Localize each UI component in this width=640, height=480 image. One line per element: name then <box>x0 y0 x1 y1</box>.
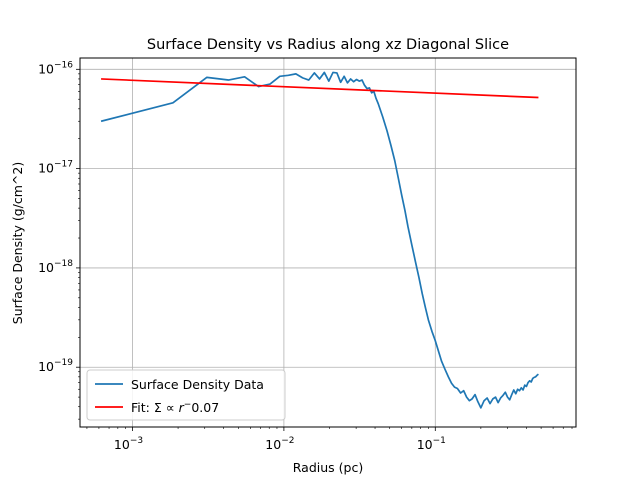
x-tick-labels: 10−3 10−2 10−1 <box>114 436 446 452</box>
y-axis-label: Surface Density (g/cm^2) <box>10 162 25 324</box>
grid-lines <box>80 58 576 427</box>
series-line-fit <box>101 78 539 99</box>
chart-title: Surface Density vs Radius along xz Diago… <box>147 37 509 53</box>
x-axis-label: Radius (pc) <box>293 460 363 475</box>
y-tick-label: 10−19 <box>38 358 73 374</box>
legend-box <box>86 369 286 421</box>
x-tick-base: 10 <box>114 437 130 452</box>
fit-label-sup: − <box>184 400 192 410</box>
x-tick-exponent: −2 <box>281 436 294 446</box>
x-tick-label: 10−2 <box>265 436 294 452</box>
fit-label-prefix: Fit: Σ ∝ <box>131 400 179 415</box>
fit-label-r: r <box>179 400 185 415</box>
legend-label-data: Surface Density Data <box>131 377 264 392</box>
y-tick-label: 10−16 <box>38 60 73 76</box>
y-tick-exponent: −18 <box>54 259 73 269</box>
y-tick-exponent: −19 <box>54 358 73 368</box>
legend-label-fit: Fit: Σ ∝ r−0.07 <box>131 400 219 415</box>
axis-ticks <box>76 68 573 431</box>
x-tick-label: 10−1 <box>417 436 446 452</box>
y-tick-label: 10−17 <box>38 160 73 176</box>
x-tick-base: 10 <box>265 437 281 452</box>
x-tick-label: 10−3 <box>114 436 143 452</box>
fit-label-suffix: 0.07 <box>191 400 219 415</box>
y-tick-exponent: −16 <box>54 60 73 70</box>
y-tick-base: 10 <box>38 161 54 176</box>
x-tick-exponent: −1 <box>433 436 446 446</box>
y-tick-base: 10 <box>38 260 54 275</box>
y-tick-exponent: −17 <box>54 160 73 170</box>
legend: Surface Density Data Fit: Σ ∝ r−0.07 <box>86 369 286 421</box>
y-tick-base: 10 <box>38 359 54 374</box>
x-tick-exponent: −3 <box>130 436 143 446</box>
y-tick-label: 10−18 <box>38 259 73 275</box>
plot-area <box>100 71 539 409</box>
plot-frame <box>79 57 577 428</box>
x-tick-base: 10 <box>417 437 433 452</box>
y-tick-base: 10 <box>38 61 54 76</box>
series-line-surface-density-data <box>100 71 539 409</box>
